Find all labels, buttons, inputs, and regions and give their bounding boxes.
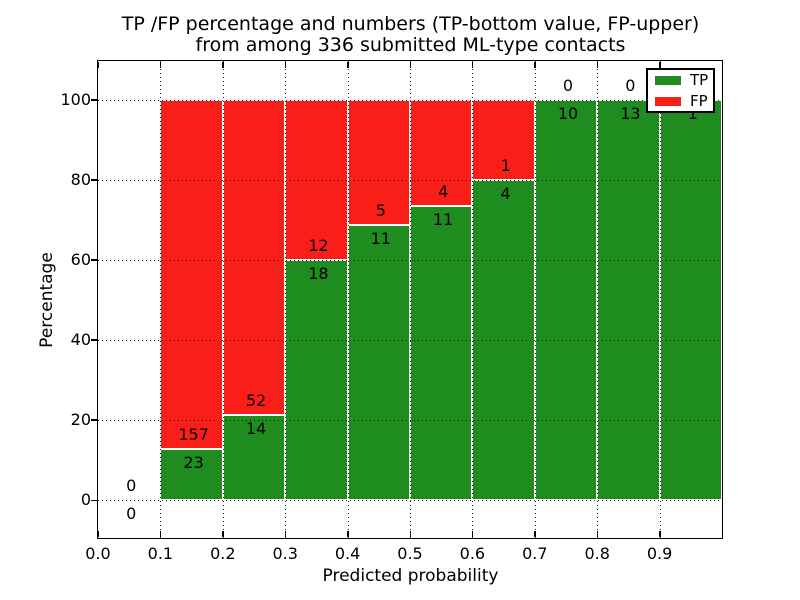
fp-count-label: 0 — [625, 75, 636, 95]
v-gridline — [659, 61, 661, 538]
x-tick-label: 0.0 — [85, 544, 111, 563]
tp-bar-segment — [597, 99, 660, 500]
v-gridline — [285, 61, 287, 538]
x-tick — [159, 531, 162, 537]
y-tick — [91, 179, 97, 181]
y-tick — [91, 499, 97, 501]
x-tick — [347, 531, 349, 537]
y-tick-label: 60 — [70, 249, 91, 269]
x-tick-label: 0.9 — [646, 544, 673, 563]
x-top-tick — [596, 62, 599, 68]
v-gridline — [597, 61, 599, 538]
x-top-tick — [222, 62, 224, 68]
x-tick — [409, 531, 411, 537]
y-tick — [91, 259, 97, 261]
v-gridline — [410, 61, 411, 538]
y-tick-label: 40 — [70, 329, 91, 349]
x-tick — [471, 531, 474, 537]
tp-bar-segment — [410, 206, 473, 500]
y-tick-label: 80 — [70, 169, 91, 189]
x-tick — [596, 531, 599, 537]
tp-bar-segment — [285, 259, 348, 500]
tp-legend-swatch — [655, 75, 681, 85]
y-tick — [91, 99, 97, 101]
v-gridline — [222, 61, 224, 538]
v-gridline — [472, 61, 474, 538]
fp-bar-segment — [160, 99, 223, 449]
x-top-tick — [284, 62, 287, 68]
tp-count-label: 11 — [370, 228, 391, 248]
fp-count-label: 157 — [178, 424, 209, 444]
x-tick — [534, 531, 536, 537]
y-tick-label: 100 — [60, 89, 91, 109]
tp-bar-segment — [534, 99, 598, 500]
tp-count-label: 10 — [557, 103, 579, 123]
x-top-tick — [159, 62, 162, 68]
legend: TP FP — [646, 68, 715, 113]
fp-legend-swatch — [655, 96, 681, 106]
x-axis-label: Predicted probability — [322, 566, 499, 586]
fp-count-label: 1 — [500, 155, 511, 175]
x-tick-label: 0.5 — [397, 544, 423, 563]
tp-count-label: 0 — [126, 504, 137, 523]
fp-count-label: 12 — [308, 235, 329, 255]
fp-count-label: 5 — [375, 200, 386, 220]
tp-count-label: 1 — [687, 103, 698, 123]
tp-bar-segment — [347, 224, 410, 500]
legend-entry-fp: FP — [655, 91, 708, 110]
x-tick-label: 0.4 — [334, 544, 361, 563]
tp-count-label: 4 — [500, 183, 511, 203]
y-tick-label: 20 — [70, 409, 91, 429]
x-tick-label: 0.8 — [584, 544, 610, 563]
x-tick-label: 0.2 — [210, 544, 236, 563]
x-tick-label: 0.7 — [522, 544, 548, 563]
tp-bar-segment — [472, 179, 535, 500]
fp-legend-label: FP — [690, 91, 708, 110]
tp-bar-segment — [659, 99, 722, 500]
fp-count-label: 4 — [438, 182, 449, 202]
fp-count-label: 52 — [245, 391, 267, 411]
x-top-tick — [471, 62, 474, 68]
x-top-tick — [534, 62, 536, 68]
v-gridline — [160, 61, 162, 538]
legend-entry-tp: TP — [655, 70, 709, 89]
tp-count-label: 14 — [245, 419, 267, 439]
y-tick — [91, 339, 97, 341]
y-tick-label: 0 — [80, 490, 91, 509]
x-tick-label: 0.1 — [147, 544, 174, 563]
x-tick — [284, 531, 287, 537]
v-gridline — [534, 61, 536, 538]
x-top-tick — [659, 62, 661, 68]
fp-bar-segment — [222, 99, 286, 416]
x-top-tick — [409, 62, 411, 68]
fp-count-label: 0 — [562, 75, 574, 95]
y-axis-label: Percentage — [37, 252, 57, 348]
tp-count-label: 11 — [433, 210, 454, 230]
x-tick-label: 0.3 — [272, 544, 298, 563]
fp-count-label: 0 — [126, 476, 137, 495]
x-tick — [659, 531, 661, 537]
chart-title: TP /FP percentage and numbers (TP-bottom… — [98, 14, 723, 56]
tp-legend-label: TP — [690, 70, 709, 89]
chart-title-line2: from among 336 submitted ML-type contact… — [195, 34, 626, 56]
y-tick — [91, 419, 97, 421]
x-top-tick — [347, 62, 349, 68]
tp-count-label: 23 — [183, 452, 204, 472]
x-tick — [222, 531, 224, 537]
x-tick-label: 0.6 — [459, 544, 486, 563]
x-top-tick — [97, 62, 99, 68]
x-tick — [97, 531, 99, 537]
chart-title-line1: TP /FP percentage and numbers (TP-bottom… — [121, 13, 700, 35]
tp-count-label: 18 — [308, 263, 329, 283]
tp-count-label: 13 — [620, 103, 641, 123]
v-gridline — [347, 61, 349, 538]
